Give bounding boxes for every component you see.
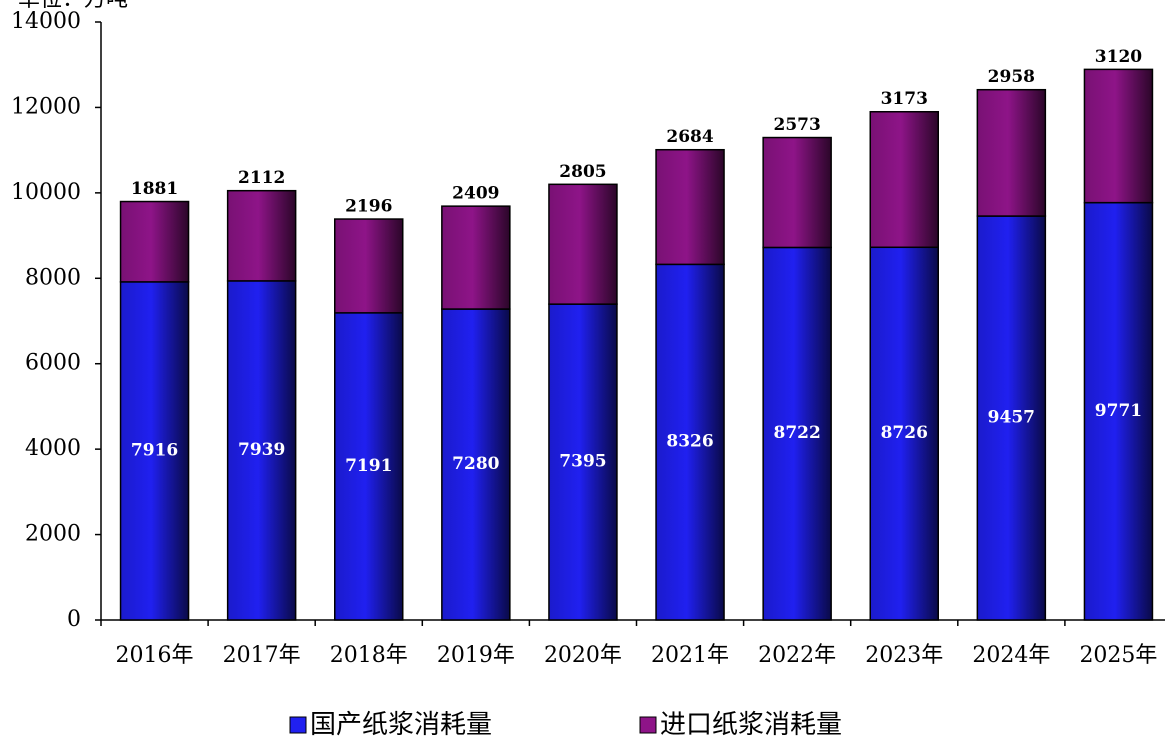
bar-segment: [441, 205, 511, 310]
x-tick-label: 2024年: [972, 643, 1050, 668]
x-tick-label: 2018年: [330, 643, 408, 668]
bar-segment: [869, 246, 939, 621]
value-label: 9457: [988, 408, 1035, 428]
y-tick-label: 10000: [11, 180, 81, 205]
bar-segment: [226, 189, 297, 282]
x-tick-label: 2021年: [651, 643, 729, 668]
value-label: 8722: [773, 423, 820, 443]
value-label: 7916: [131, 440, 178, 460]
x-tick-label: 2023年: [865, 643, 943, 668]
value-label: 7280: [452, 454, 499, 474]
y-tick-label: 14000: [11, 9, 81, 34]
value-label: 7939: [238, 440, 285, 460]
bar-segment: [119, 200, 190, 283]
bar-segment: [976, 88, 1047, 217]
bar-segment: [334, 312, 404, 621]
bar-segment: [548, 183, 618, 305]
x-tick-label: 2020年: [544, 643, 622, 668]
y-tick-label: 4000: [25, 436, 81, 461]
legend-swatch: [289, 716, 307, 734]
y-tick-label: 6000: [25, 351, 81, 376]
x-tick-label: 2016年: [116, 643, 194, 668]
y-axis-label: 单位：万吨: [18, 0, 128, 12]
x-tick-label: 2025年: [1079, 643, 1157, 668]
y-tick-label: 0: [67, 607, 81, 632]
value-label: 7395: [559, 452, 606, 472]
value-label: 8726: [881, 423, 928, 443]
bar-segment: [548, 303, 618, 621]
bar-segment: [1083, 68, 1154, 204]
value-label: 9771: [1095, 401, 1142, 421]
value-label: 3120: [1095, 47, 1142, 67]
bar-segment: [1083, 201, 1154, 621]
value-label: 2573: [773, 115, 820, 135]
bar-segment: [762, 136, 832, 249]
value-label: 2958: [988, 67, 1035, 87]
bar-segment: [334, 218, 404, 314]
bar-segment: [226, 280, 297, 621]
bar-segment: [119, 281, 190, 621]
bar-segment: [762, 246, 832, 621]
bar-segment: [655, 263, 725, 621]
legend-label: 进口纸浆消耗量: [660, 710, 842, 740]
legend-label: 国产纸浆消耗量: [310, 710, 492, 740]
y-tick-label: 8000: [25, 265, 81, 290]
x-tick-label: 2017年: [223, 643, 301, 668]
value-label: 2196: [345, 197, 392, 217]
value-label: 2112: [238, 168, 285, 188]
value-label: 3173: [881, 89, 928, 109]
value-label: 2409: [452, 184, 499, 204]
legend-swatch: [639, 716, 657, 734]
y-tick-label: 12000: [11, 94, 81, 119]
value-label: 2684: [666, 127, 713, 147]
value-label: 7191: [345, 456, 392, 476]
bar-segment: [655, 148, 725, 266]
value-label: 2805: [559, 162, 606, 182]
bar-segment: [869, 110, 939, 249]
x-tick-label: 2019年: [437, 643, 515, 668]
x-tick-label: 2022年: [758, 643, 836, 668]
y-tick-label: 2000: [25, 522, 81, 547]
value-label: 8326: [666, 432, 713, 452]
value-label: 1881: [131, 179, 178, 199]
bar-segment: [441, 308, 511, 621]
